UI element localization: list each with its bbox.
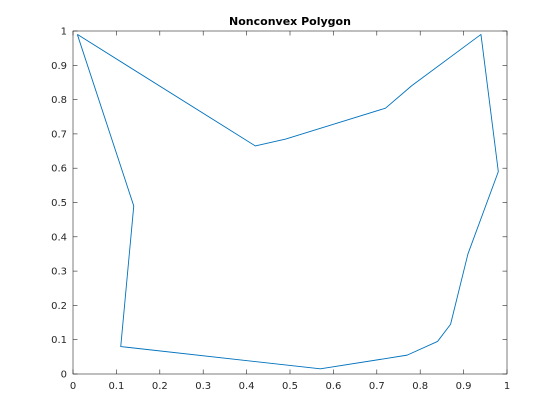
series-line-0 (76, 33, 499, 370)
plot-area (73, 31, 507, 374)
y-tick-label: 0.9 (51, 61, 67, 72)
chart-title: Nonconvex Polygon (229, 15, 351, 28)
x-tick-label: 0.1 (108, 381, 124, 392)
x-tick-label: 0.2 (152, 381, 168, 392)
series-layer (76, 33, 499, 370)
x-tick-label: 0.5 (282, 381, 298, 392)
x-tick-label: 0.8 (412, 381, 428, 392)
x-tick-label: 0.9 (456, 381, 472, 392)
y-tick-label: 0.3 (51, 267, 67, 278)
y-tick-label: 1 (61, 27, 67, 38)
y-tick-label: 0.5 (51, 198, 67, 209)
x-tick-label: 0.7 (369, 381, 385, 392)
x-tick-label: 0.4 (239, 381, 255, 392)
x-tick-label: 0 (70, 381, 76, 392)
y-tick-label: 0.1 (51, 335, 67, 346)
y-tick-label: 0.4 (51, 232, 67, 243)
x-tick-label: 0.6 (325, 381, 341, 392)
x-tick-label: 1 (504, 381, 510, 392)
y-tick-label: 0.8 (51, 95, 67, 106)
ticks-layer: 0 0.1 0.2 0.3 0.4 0.5 0.6 0.7 0.8 0.9 1 0 0.1 0.2 0.3 0… (51, 27, 510, 393)
y-tick-label: 0.2 (51, 301, 67, 312)
y-tick-label: 0.7 (51, 129, 67, 140)
y-tick-label: 0.6 (51, 164, 67, 175)
y-tick-label: 0 (61, 370, 67, 381)
x-tick-label: 0.3 (195, 381, 211, 392)
